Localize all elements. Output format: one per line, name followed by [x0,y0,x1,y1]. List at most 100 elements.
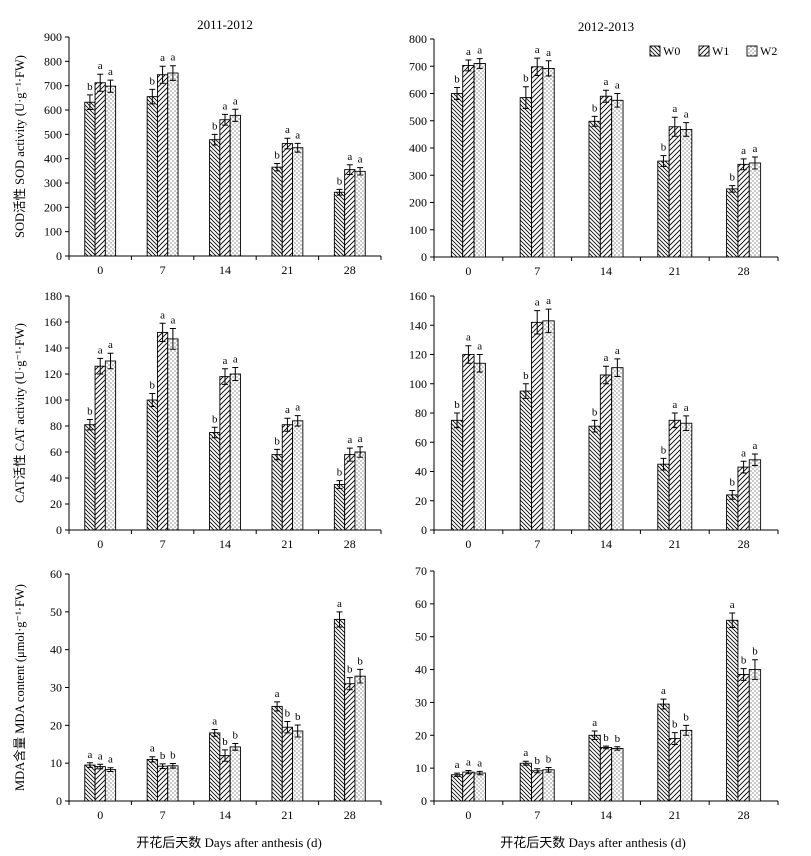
error-bar [465,769,472,775]
y-tick-label: 40 [415,663,427,677]
error-bar [294,724,301,738]
bar-W1-14 [219,376,231,531]
y-tick-label: 800 [409,32,427,46]
error-bar [683,724,690,736]
y-tick-label: 300 [409,168,427,182]
significance-letter: a [358,154,363,166]
x-tick-label: 0 [97,537,103,551]
error-bar [274,448,281,461]
error-bar [107,79,114,93]
bar-W1-0 [462,64,475,258]
significance-letter: b [150,75,156,87]
legend-label-W2: W2 [760,44,777,58]
significance-letter: a [546,47,551,59]
x-tick-label: 7 [160,808,166,822]
bar-W2-21 [292,420,304,531]
significance-letter: a [275,688,280,700]
significance-letter: a [672,399,677,411]
significance-letter: a [672,103,677,115]
significance-letter: a [684,109,689,121]
error-bar [545,308,552,334]
x-tick-label: 7 [534,537,540,551]
error-bar [97,763,104,770]
significance-letter: a [170,315,175,327]
bar-W0-28 [333,484,346,531]
error-bar [591,115,598,127]
error-bar [729,185,736,193]
error-bar [336,188,343,196]
x-tick-label: 14 [600,264,612,278]
bar-W0-0 [84,424,96,531]
bar-W2-14 [611,367,624,531]
bar-W0-14 [588,425,601,531]
error-bar [740,158,747,171]
y-tick-label: 140 [44,341,62,355]
bar-W0-21 [657,463,670,531]
y-tick-label: 500 [44,127,62,141]
error-bar [740,668,747,681]
error-bar [232,108,239,122]
bar-W2-0 [104,360,117,531]
error-bar [729,612,736,629]
error-bar [86,419,93,431]
legend-swatch-W2 [746,45,758,57]
error-bar [357,167,364,176]
y-tick-label: 0 [421,523,427,537]
bar-W0-7 [146,399,158,531]
significance-letter: a [604,352,609,364]
y-axis-label: SOD活性 SOD activity (U·g⁻¹·FW) [13,55,27,238]
bar-W1-7 [531,770,544,802]
significance-letter: b [454,399,460,411]
significance-letter: b [87,406,93,418]
x-tick-label: 14 [600,537,612,551]
y-tick-label: 80 [415,406,427,420]
significance-letter: b [87,81,93,93]
error-bar [169,763,176,769]
error-bar [660,155,667,168]
error-bar [660,457,667,471]
bar-W0-28 [726,619,739,802]
x-tick-label: 28 [344,263,356,277]
error-bar [545,766,552,773]
y-tick-label: 30 [50,681,62,695]
x-tick-label: 21 [669,808,681,822]
error-bar [534,57,541,77]
x-tick-label: 28 [344,537,356,551]
bar-W0-21 [271,705,283,802]
error-bar [86,94,93,111]
error-bar [465,59,472,72]
significance-letter: a [477,45,482,57]
error-bar [660,698,667,710]
error-bar [346,677,353,691]
bar-W0-14 [588,120,601,258]
y-tick-label: 20 [50,497,62,511]
y-tick-label: 0 [421,794,427,808]
bar-W2-21 [680,729,693,802]
bar-W2-28 [748,459,762,531]
y-tick-label: 600 [409,87,427,101]
significance-letter: a [592,717,597,729]
significance-letter: a [108,66,113,78]
significance-letter: a [615,345,620,357]
bar-W2-14 [611,99,624,258]
significance-letter: a [535,44,540,56]
error-bar [86,762,93,768]
significance-letter: a [546,295,551,307]
error-bar [522,383,529,399]
significance-letter: b [212,120,218,132]
error-bar [107,767,114,772]
error-bar [454,412,461,429]
bar-W0-0 [450,419,464,531]
bar-W1-7 [531,321,544,531]
bar-W0-21 [657,160,670,258]
bar-W0-0 [84,764,96,802]
error-bar [357,446,364,458]
significance-letter: b [729,477,735,489]
x-tick-label: 28 [738,264,750,278]
significance-letter: b [523,73,529,85]
error-bar [149,88,156,105]
bar-W0-0 [450,774,464,802]
significance-letter: b [592,406,598,418]
significance-letter: b [603,732,609,744]
error-bar [522,760,529,766]
